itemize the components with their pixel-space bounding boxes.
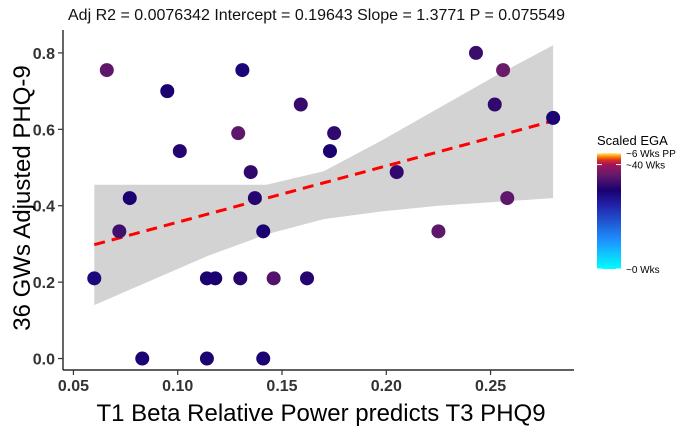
fit-line-layer xyxy=(93,119,554,247)
legend-label: ~40 Wks xyxy=(626,161,665,172)
data-point xyxy=(112,224,127,239)
data-point xyxy=(231,126,246,141)
data-point xyxy=(487,97,502,112)
data-point xyxy=(256,224,271,239)
data-point xyxy=(208,271,223,286)
y-tick-label: 0.2 xyxy=(33,275,55,292)
data-point xyxy=(235,63,250,78)
data-point xyxy=(322,144,337,159)
x-axis-label: T1 Beta Relative Power predicts T3 PHQ9 xyxy=(96,400,545,427)
legend-colorbar xyxy=(597,153,621,269)
data-point xyxy=(172,144,187,159)
y-tick-label: 0.4 xyxy=(33,199,55,216)
data-point xyxy=(87,271,102,286)
data-point xyxy=(500,191,515,206)
chart-title: Adj R2 = 0.0076342 Intercept = 0.19643 S… xyxy=(68,7,565,24)
data-point xyxy=(546,110,561,125)
y-axis-label: 36 GWs Adjusted PHQ-9 xyxy=(9,65,36,330)
data-point xyxy=(327,126,342,141)
axes-layer: 0.05 0.10 0.15 0.20 0.25 0.0 0.2 0.4 0.6 0.8 xyxy=(33,30,574,395)
fit-line xyxy=(93,119,554,247)
x-tick-label: 0.20 xyxy=(371,378,402,395)
legend-label: ~6 Wks PP xyxy=(626,149,676,160)
data-point xyxy=(431,224,446,239)
data-point xyxy=(496,63,511,78)
points-layer xyxy=(87,45,561,366)
legend-title: Scaled EGA xyxy=(597,133,668,148)
data-point xyxy=(389,165,404,180)
data-point xyxy=(99,63,114,78)
x-tick-label: 0.15 xyxy=(266,378,297,395)
y-tick-label: 0.6 xyxy=(33,122,55,139)
data-point xyxy=(135,351,150,366)
legend: Scaled EGA ~6 Wks PP~40 Wks ~0 Wks xyxy=(597,133,676,276)
data-point xyxy=(122,191,137,206)
x-tick-label: 0.05 xyxy=(58,378,89,395)
x-tick-label: 0.10 xyxy=(162,378,193,395)
legend-label: ~0 Wks xyxy=(626,265,660,276)
data-point xyxy=(199,351,214,366)
y-tick-label: 0.8 xyxy=(33,46,55,63)
x-tick-label: 0.25 xyxy=(475,378,506,395)
data-point xyxy=(247,191,262,206)
data-point xyxy=(266,271,281,286)
confidence-band xyxy=(94,45,554,306)
data-point xyxy=(160,84,175,99)
data-point xyxy=(293,97,308,112)
data-point xyxy=(468,45,483,60)
y-tick-label: 0.0 xyxy=(33,352,55,369)
data-point xyxy=(300,271,315,286)
data-point xyxy=(256,351,271,366)
data-point xyxy=(233,271,248,286)
data-point xyxy=(243,165,258,180)
confidence-band-layer xyxy=(94,45,554,306)
